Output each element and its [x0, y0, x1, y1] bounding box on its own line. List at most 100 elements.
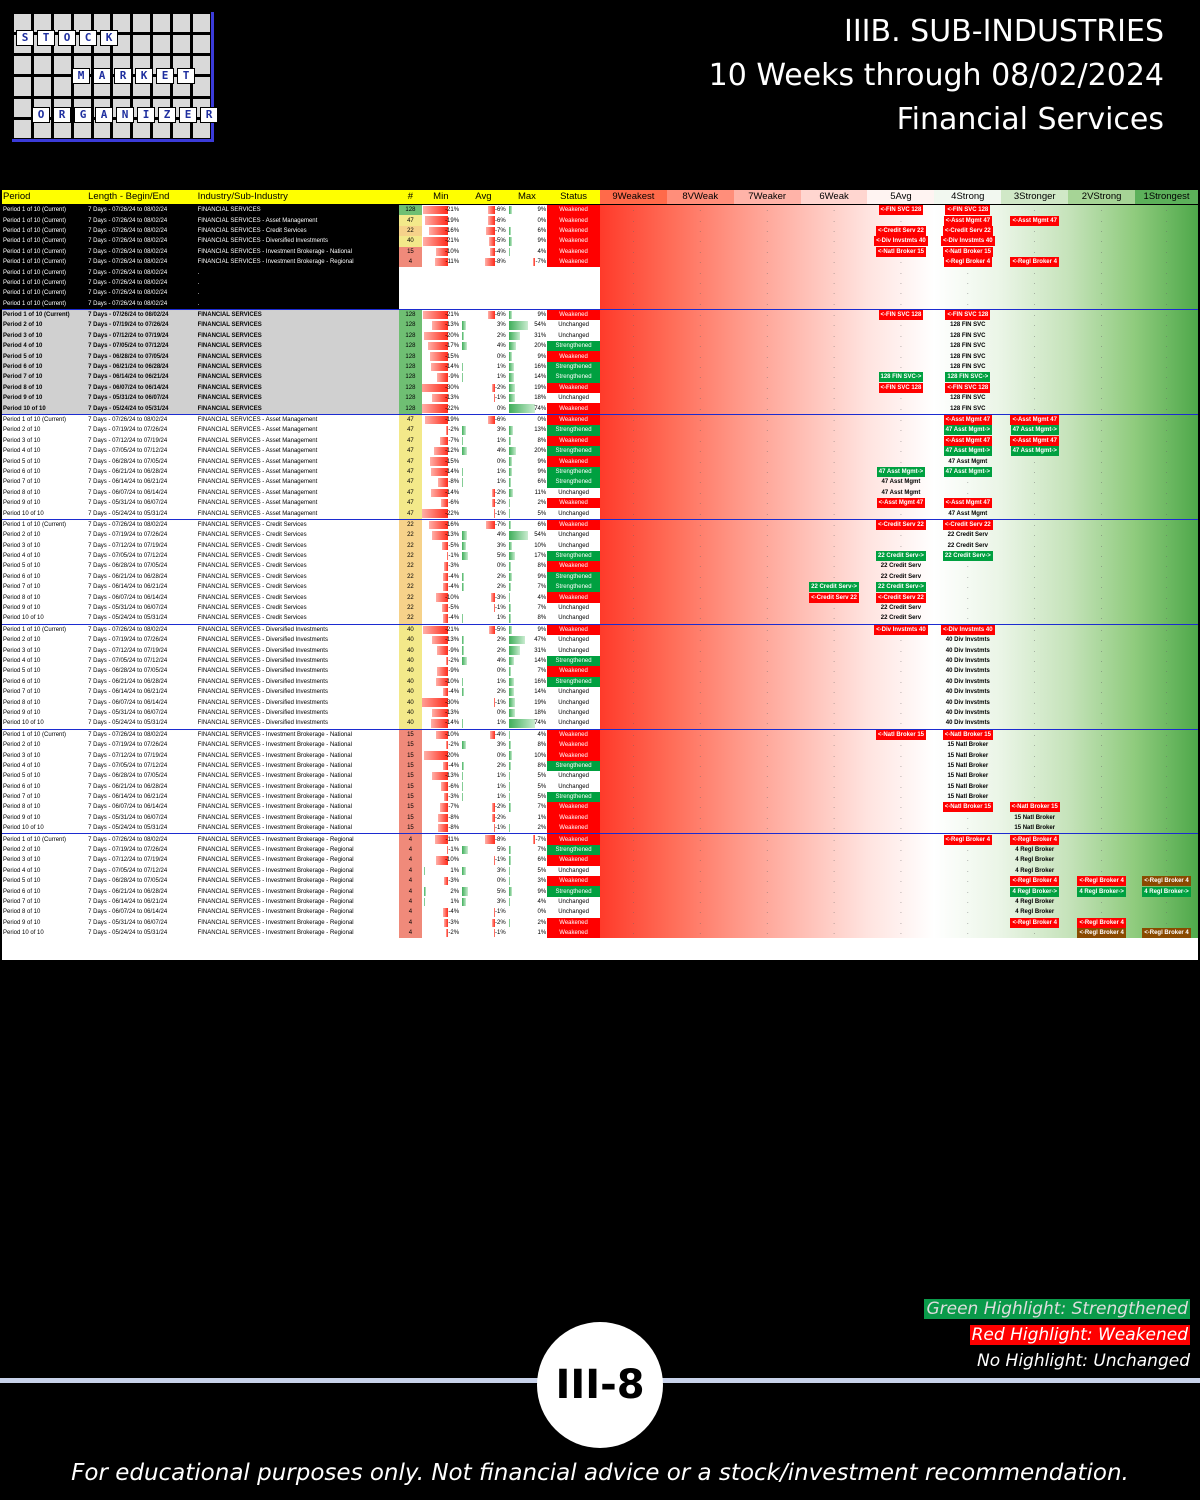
zone-1-cell: .	[1135, 791, 1198, 803]
avg-cell: -6%	[460, 215, 507, 225]
length-cell: 7 Days - 06/14/24 to 06/21/24	[88, 479, 168, 486]
min-cell: -12%	[422, 446, 461, 456]
zone-6-cell: .	[800, 236, 868, 247]
zone-4-cell: 40 Div Invstmts	[934, 645, 1002, 656]
zone-2-cell: .	[1068, 865, 1136, 876]
max-value: 9%	[537, 573, 547, 580]
length-cell: 7 Days - 07/26/24 to 08/02/24	[87, 236, 197, 247]
count-cell: 4	[399, 886, 422, 897]
length-cell: 7 Days - 07/19/24 to 07/26/24	[87, 320, 197, 331]
avg-bar	[489, 730, 495, 739]
zone-1-cell: .	[1135, 550, 1198, 562]
zone-3-cell: .	[1001, 372, 1069, 383]
zone-2-cell: .	[1068, 760, 1136, 772]
avg-value: -1%	[495, 605, 506, 612]
period-cell: Period 5 of 10	[3, 878, 41, 885]
max-value: 9%	[537, 238, 547, 245]
avg-value: 2%	[497, 332, 506, 339]
zone-4-cell: .	[934, 812, 1002, 824]
avg-cell: -1%	[460, 508, 507, 519]
zone-5-cell: .	[867, 320, 935, 331]
min-cell: -4%	[422, 613, 461, 624]
count-cell: 128	[399, 330, 422, 342]
title-line-3: Financial Services	[896, 102, 1164, 137]
zone-9-cell: .	[599, 403, 667, 415]
max-value: 3%	[537, 878, 547, 885]
max-cell: -7%	[507, 257, 548, 267]
max-bar	[508, 206, 512, 215]
zone-1-cell: .	[1135, 833, 1198, 845]
max-value: 14%	[534, 374, 547, 381]
status-cell: Strengthened	[547, 425, 600, 436]
zone-6-cell: .	[800, 477, 868, 488]
period-cell: Period 10 of 10	[3, 825, 44, 832]
zone-label: 47 Asst Mgmt->	[876, 466, 926, 477]
max-cell: 16%	[507, 362, 548, 372]
industry-cell: FINANCIAL SERVICES - Investment Brokerag…	[197, 794, 352, 801]
max-bar	[508, 478, 511, 487]
zone-9-cell: .	[599, 750, 667, 761]
table-row: Period 7 of 10 7 Days - 06/14/24 to 06/21…	[2, 896, 1198, 908]
min-value: -30%	[445, 384, 460, 391]
period-cell: Period 1 of 10 (Current)	[2, 256, 88, 268]
zone-9-cell: .	[599, 571, 667, 583]
zone-4-cell: 40 Div Invstmts	[934, 666, 1002, 677]
max-cell: 14%	[507, 687, 548, 697]
min-cell: -8%	[422, 813, 461, 823]
status-cell: Unchanged	[558, 532, 589, 539]
max-cell: 54%	[507, 530, 548, 540]
zone-label: 47 Asst Mgmt	[881, 479, 921, 486]
zone-5-cell: <-FIN SVC 128	[867, 382, 935, 394]
max-cell: 14%	[507, 656, 548, 666]
min-bar	[440, 782, 449, 791]
zone-1-cell: .	[1135, 907, 1198, 918]
length-cell: 7 Days - 07/05/24 to 07/12/24	[87, 341, 197, 352]
avg-cell: -1%	[460, 697, 507, 707]
min-cell: -7%	[422, 802, 461, 812]
zone-label: <-Natl Broker 15	[1009, 802, 1060, 813]
zone-label: 128 FIN SVC	[950, 395, 986, 402]
zone-7-cell: .	[733, 477, 801, 488]
avg-bar	[493, 394, 495, 403]
max-cell: 9%	[507, 467, 548, 477]
length-cell: 7 Days - 07/26/24 to 08/02/24	[87, 215, 197, 226]
min-bar	[421, 404, 449, 413]
zone-2-cell: .	[1068, 550, 1136, 562]
zone-2-cell: .	[1068, 844, 1136, 856]
max-value: 54%	[534, 322, 547, 329]
zone-label: <-Credit Serv 22	[809, 592, 859, 603]
zone-label: <-Regl Broker 4	[1010, 917, 1059, 928]
avg-bar	[487, 415, 495, 425]
avg-value: 4%	[497, 343, 506, 350]
table-row: Period 1 of 10 (Current) 7 Days - 07/26/2…	[2, 623, 1198, 636]
zone-2-cell: .	[1068, 320, 1136, 331]
max-bar	[508, 342, 516, 351]
count-cell: 22	[399, 592, 422, 603]
zone-2-cell: .	[1068, 256, 1136, 268]
zone-5-cell: <-FIN SVC 128	[867, 308, 935, 321]
logo-tile	[93, 119, 111, 138]
zone-7-cell: .	[733, 425, 801, 436]
zone-7-cell: .	[733, 277, 801, 289]
zone-5-cell: .	[867, 508, 935, 520]
min-cell	[422, 288, 461, 298]
max-bar	[508, 331, 520, 341]
logo-tile	[173, 119, 191, 138]
period-cell: Period 10 of 10	[3, 510, 44, 517]
zone-4-cell: 40 Div Invstmts	[934, 635, 1002, 646]
zone-8-cell: .	[666, 497, 734, 509]
max-bar	[508, 687, 514, 697]
zone-7-cell: .	[733, 896, 801, 908]
zone-7-cell: .	[733, 382, 801, 394]
status-cell: Strengthened	[547, 676, 600, 687]
count-cell: 22	[399, 225, 422, 237]
max-bar	[508, 636, 526, 645]
count-cell: 128	[399, 382, 422, 394]
max-cell: 31%	[507, 645, 548, 655]
zone-5-cell: 22 Credit Serv	[867, 602, 935, 614]
table-row: Period 9 of 10 7 Days - 05/31/24 to 06/07…	[2, 602, 1198, 614]
zone-2-cell: .	[1068, 246, 1136, 257]
period-cell: Period 6 of 10	[3, 888, 41, 895]
zone-8-cell: .	[666, 592, 734, 603]
zone-8-cell: .	[666, 635, 734, 646]
